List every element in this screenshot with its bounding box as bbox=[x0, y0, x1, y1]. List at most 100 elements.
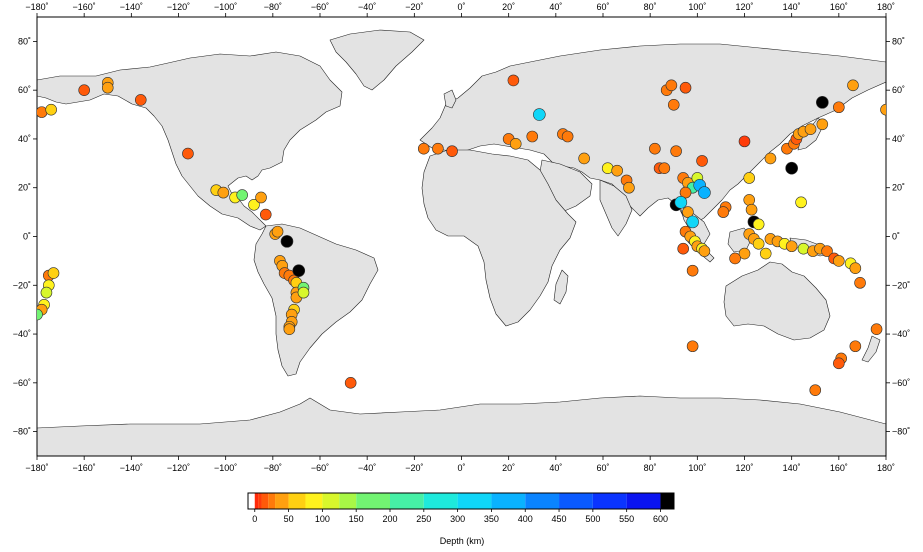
earthquake-marker bbox=[40, 286, 53, 299]
earthquake-marker bbox=[759, 247, 772, 260]
latitude-labels-left: −80˚ −60˚ −40˚ −20˚ 0˚ 20˚ 40˚ 60˚ 80˚ bbox=[13, 36, 31, 436]
colorbar-bin bbox=[322, 493, 340, 509]
earthquake-marker bbox=[752, 218, 765, 231]
graticule-ticks bbox=[33, 13, 890, 460]
lon-tick-label: 180˚ bbox=[877, 463, 895, 473]
lon-tick-label: −60˚ bbox=[311, 463, 329, 473]
uk bbox=[443, 89, 457, 109]
lon-tick-label: −20˚ bbox=[405, 463, 423, 473]
earthquake-marker bbox=[297, 286, 310, 299]
earthquake-marker bbox=[833, 101, 845, 114]
lat-tick-label: −40˚ bbox=[13, 329, 31, 339]
lon-tick-label: −180˚ bbox=[25, 463, 48, 473]
colorbar-bin bbox=[268, 493, 276, 509]
lon-tick-label: −60˚ bbox=[311, 2, 329, 12]
lon-tick-label: 80˚ bbox=[644, 2, 657, 12]
colorbar-bin bbox=[423, 493, 458, 509]
lat-tick-label: 60˚ bbox=[18, 85, 31, 95]
land-masses bbox=[37, 29, 886, 456]
colorbar-bin bbox=[248, 493, 255, 509]
lat-tick-label: −20˚ bbox=[892, 280, 910, 290]
earthquake-marker bbox=[679, 81, 692, 94]
earthquake-marker bbox=[833, 255, 845, 267]
colorbar-tick-label: 0 bbox=[252, 514, 257, 524]
earthquake-marker bbox=[280, 235, 294, 248]
lon-tick-label: −120˚ bbox=[167, 463, 190, 473]
earthquake-marker bbox=[870, 323, 883, 335]
colorbar-bin bbox=[339, 493, 357, 509]
lat-tick-label: 80˚ bbox=[892, 36, 905, 46]
earthquake-marker bbox=[182, 147, 194, 160]
earthquake-marker bbox=[623, 181, 635, 194]
earthquake-marker bbox=[283, 323, 296, 335]
longitude-labels-top: −180˚ −160˚ −140˚ −120˚ −100˚ −80˚ −60˚ −40˚ −20… bbox=[25, 2, 895, 12]
colorbar-tick-label: 600 bbox=[653, 514, 668, 524]
colorbar-bin bbox=[261, 493, 269, 509]
earthquake-marker bbox=[698, 245, 711, 257]
lat-tick-label: −80˚ bbox=[892, 427, 910, 437]
earthquake-marker bbox=[649, 142, 661, 155]
lon-tick-label: 20˚ bbox=[502, 2, 515, 12]
earthquake-marker bbox=[561, 130, 574, 143]
depth-colorbar: 0 50 100 150 200 250 300 350 400 450 500 550 600 bbox=[247, 492, 675, 524]
antarctica bbox=[37, 395, 886, 456]
earthquake-marker bbox=[526, 130, 539, 143]
colorbar-bin bbox=[254, 493, 259, 509]
colorbar-bin bbox=[457, 493, 492, 509]
earthquake-marker bbox=[804, 123, 817, 135]
earthquake-marker bbox=[45, 103, 57, 116]
colorbar-tick-label: 200 bbox=[382, 514, 397, 524]
lat-tick-label: 40˚ bbox=[18, 134, 31, 144]
eurasia bbox=[419, 43, 886, 225]
earthquake-marker bbox=[134, 94, 147, 106]
earthquake-marker bbox=[344, 377, 357, 389]
africa bbox=[421, 149, 577, 327]
earthquake-marker bbox=[292, 264, 306, 277]
earthquake-marker bbox=[101, 81, 114, 94]
earthquake-events bbox=[37, 74, 886, 396]
colorbar-bin bbox=[491, 493, 526, 509]
lon-tick-label: 160˚ bbox=[830, 2, 848, 12]
lon-tick-label: 120˚ bbox=[735, 463, 753, 473]
map-frame bbox=[36, 16, 887, 457]
earthquake-marker bbox=[259, 208, 272, 221]
earthquake-marker bbox=[752, 238, 765, 250]
colorbar-tick-label: 150 bbox=[349, 514, 364, 524]
earthquake-marker bbox=[248, 198, 260, 211]
earthquake-marker bbox=[507, 74, 520, 87]
lat-tick-label: 40˚ bbox=[892, 134, 905, 144]
earthquake-marker bbox=[847, 79, 859, 92]
colorbar-bin bbox=[559, 493, 593, 509]
colorbar-bin bbox=[288, 493, 306, 509]
earthquake-marker bbox=[686, 215, 699, 229]
lon-tick-label: 60˚ bbox=[596, 2, 609, 12]
earthquake-marker bbox=[785, 161, 798, 175]
earthquake-marker bbox=[682, 206, 694, 218]
colorbar-bin bbox=[356, 493, 390, 509]
earthquake-marker bbox=[717, 206, 730, 218]
earthquake-marker bbox=[795, 196, 807, 209]
colorbar-tick-label: 500 bbox=[585, 514, 600, 524]
earthquake-marker bbox=[674, 196, 688, 209]
earthquake-marker bbox=[764, 152, 777, 165]
colorbar-bin bbox=[305, 493, 323, 509]
lat-tick-label: 60˚ bbox=[892, 85, 905, 95]
colorbar-bin bbox=[275, 493, 289, 509]
lon-tick-label: −160˚ bbox=[73, 463, 96, 473]
earthquake-marker bbox=[686, 264, 699, 277]
longitude-labels-bottom: −180˚ −160˚ −140˚ −120˚ −100˚ −80˚ −60˚ −40˚ −20… bbox=[25, 463, 895, 473]
earthquake-marker bbox=[729, 252, 741, 265]
earthquake-marker bbox=[696, 155, 708, 167]
lon-tick-label: 100˚ bbox=[688, 2, 706, 12]
colorbar-bin bbox=[525, 493, 560, 509]
lat-tick-label: 80˚ bbox=[18, 36, 31, 46]
colorbar-title: Depth (km) bbox=[440, 536, 485, 546]
lon-tick-label: −100˚ bbox=[214, 2, 237, 12]
lon-tick-label: −80˚ bbox=[264, 2, 282, 12]
lat-tick-label: −80˚ bbox=[13, 427, 31, 437]
earthquake-marker bbox=[236, 189, 248, 201]
colorbar-bin bbox=[258, 493, 262, 509]
colorbar-tick-label: 50 bbox=[284, 514, 294, 524]
earthquake-marker bbox=[854, 277, 866, 289]
